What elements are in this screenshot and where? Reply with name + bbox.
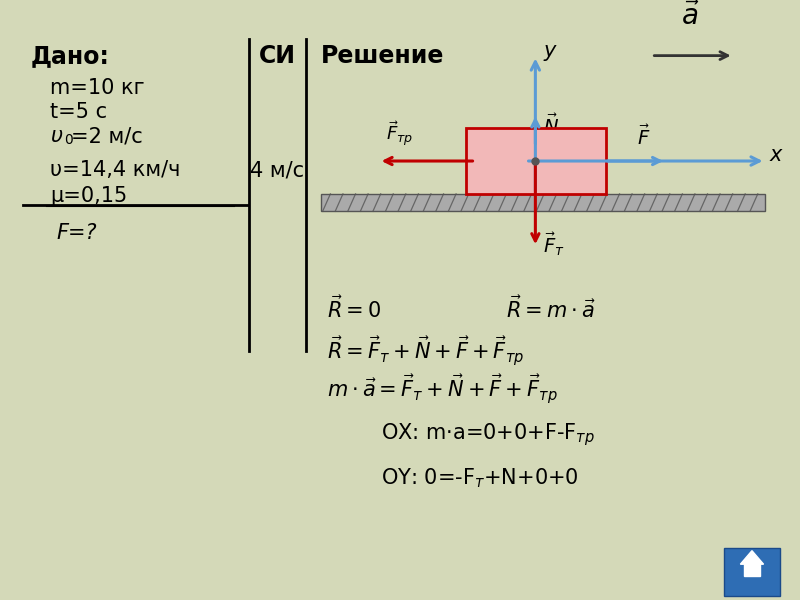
Text: t=5 с: t=5 с xyxy=(50,102,107,122)
Text: $\vec{N}$: $\vec{N}$ xyxy=(543,113,559,138)
Text: $\vec{F}_{тр}$: $\vec{F}_{тр}$ xyxy=(386,121,414,149)
Bar xyxy=(744,564,760,576)
Text: ОХ: m·a=0+0+F-F$_{тр}$: ОХ: m·a=0+0+F-F$_{тр}$ xyxy=(381,421,594,448)
Text: 4 м/с: 4 м/с xyxy=(250,160,304,180)
Bar xyxy=(724,548,780,596)
Text: y: y xyxy=(543,41,555,61)
Text: Решение: Решение xyxy=(321,44,444,68)
Text: $\vec{F}$: $\vec{F}$ xyxy=(637,125,650,149)
Text: =2 м/с: =2 м/с xyxy=(71,126,143,146)
Text: x: x xyxy=(770,145,782,165)
Text: $\vec{R} = m \cdot \vec{a}$: $\vec{R} = m \cdot \vec{a}$ xyxy=(506,295,596,322)
Text: $\vec{a}$: $\vec{a}$ xyxy=(681,2,699,31)
Text: $\vec{R} = \vec{F}_{т} + \vec{N} + \vec{F} + \vec{F}_{тр}$: $\vec{R} = \vec{F}_{т} + \vec{N} + \vec{… xyxy=(327,334,525,368)
Text: ОY: 0=-F$_{т}$+N+0+0: ОY: 0=-F$_{т}$+N+0+0 xyxy=(381,467,578,490)
Text: m=10 кг: m=10 кг xyxy=(50,78,145,98)
Bar xyxy=(321,194,766,211)
Text: 0: 0 xyxy=(65,133,74,147)
Text: $\vec{F}_{т}$: $\vec{F}_{т}$ xyxy=(543,230,565,258)
Text: υ=14,4 км/ч: υ=14,4 км/ч xyxy=(50,160,180,180)
Text: Дано:: Дано: xyxy=(30,44,110,68)
Text: F=?: F=? xyxy=(57,223,98,243)
Text: $m \cdot \vec{a} = \vec{F}_{т} + \vec{N} + \vec{F} + \vec{F}_{тр}$: $m \cdot \vec{a} = \vec{F}_{т} + \vec{N}… xyxy=(327,373,558,406)
Bar xyxy=(466,128,606,194)
Text: $\vec{R} = 0$: $\vec{R} = 0$ xyxy=(327,295,382,322)
Text: СИ: СИ xyxy=(258,44,296,68)
Text: υ: υ xyxy=(50,126,62,146)
Text: μ=0,15: μ=0,15 xyxy=(50,186,127,206)
Polygon shape xyxy=(740,551,763,564)
